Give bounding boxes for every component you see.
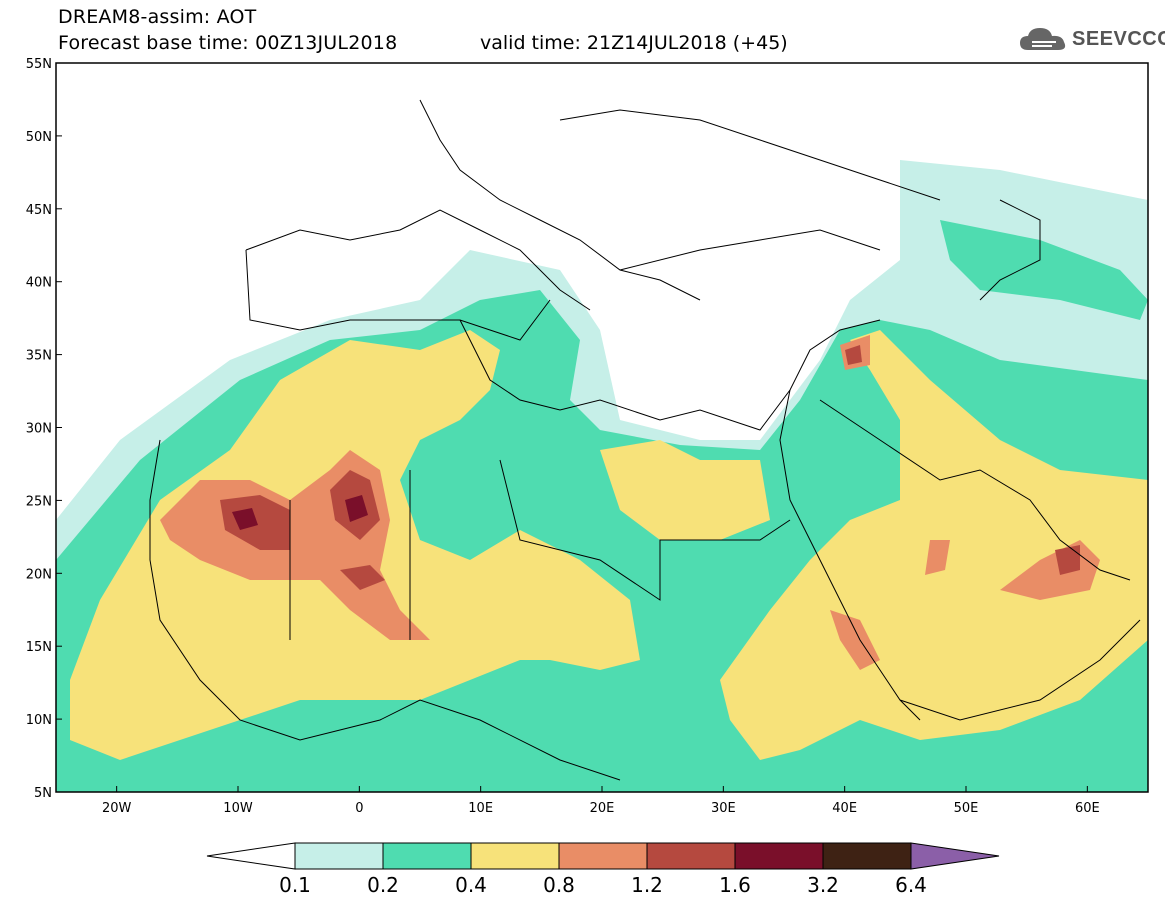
x-tick-label: 10W bbox=[223, 801, 253, 816]
cloud-icon bbox=[1020, 28, 1066, 50]
x-tick-label: 60E bbox=[1075, 801, 1100, 816]
seevccc-logo: SEEVCCC bbox=[1018, 24, 1165, 56]
aot-band-elevated-saudi bbox=[925, 540, 950, 575]
x-tick-label: 50E bbox=[954, 801, 979, 816]
y-tick-label: 50N bbox=[26, 130, 52, 145]
colorbar-label: 6.4 bbox=[895, 873, 927, 897]
colorbar-swatch bbox=[734, 842, 824, 870]
y-tick-label: 20N bbox=[26, 567, 52, 582]
aot-band-high-south bbox=[340, 565, 385, 590]
aot-band-high-oman bbox=[1055, 545, 1080, 575]
logo-text: SEEVCCC bbox=[1072, 28, 1165, 50]
y-tick-label: 10N bbox=[26, 713, 52, 728]
y-tick-label: 55N bbox=[26, 57, 52, 72]
x-tick-label: 10E bbox=[468, 801, 493, 816]
x-axis-ticks: 20W 10W 0 10E 20E 30E 40E 50E 60E bbox=[102, 786, 1100, 816]
colorbar-label: 0.2 bbox=[367, 873, 399, 897]
x-tick-label: 0 bbox=[355, 801, 363, 816]
colorbar-label: 3.2 bbox=[807, 873, 839, 897]
y-axis-ticks: 55N 50N 45N 40N 35N 30N 25N 20N 15N 10N 5N bbox=[26, 57, 62, 801]
colorbar-low-triangle bbox=[206, 842, 296, 870]
colorbar-high-triangle bbox=[910, 842, 1000, 870]
colorbar-label: 0.1 bbox=[279, 873, 311, 897]
colorbar-label: 1.2 bbox=[631, 873, 663, 897]
y-tick-label: 45N bbox=[26, 203, 52, 218]
aot-band-moderate-egypt bbox=[600, 440, 770, 540]
aot-band-high-iraq bbox=[845, 345, 862, 365]
colorbar-label: 0.4 bbox=[455, 873, 487, 897]
colorbar-swatch bbox=[558, 842, 648, 870]
colorbar-swatch bbox=[822, 842, 912, 870]
colorbar-swatch bbox=[646, 842, 736, 870]
colorbar-swatch bbox=[382, 842, 472, 870]
aot-band-elevated-redsea bbox=[830, 610, 880, 670]
y-tick-label: 15N bbox=[26, 640, 52, 655]
x-tick-label: 30E bbox=[711, 801, 736, 816]
y-tick-label: 35N bbox=[26, 349, 52, 364]
y-tick-label: 30N bbox=[26, 422, 52, 437]
x-tick-label: 20E bbox=[590, 801, 615, 816]
country-borders bbox=[149, 99, 1141, 781]
chart-title: DREAM8-assim: AOT bbox=[58, 6, 257, 28]
y-tick-label: 25N bbox=[26, 494, 52, 509]
colorbar-label: 1.6 bbox=[719, 873, 751, 897]
aot-band-very-high-west bbox=[232, 508, 258, 530]
y-tick-label: 40N bbox=[26, 276, 52, 291]
x-tick-label: 40E bbox=[832, 801, 857, 816]
colorbar-swatch bbox=[470, 842, 560, 870]
x-tick-label: 20W bbox=[102, 801, 132, 816]
colorbar-label: 0.8 bbox=[543, 873, 575, 897]
colorbar-swatch bbox=[294, 842, 384, 870]
aot-field bbox=[56, 99, 1148, 792]
y-tick-label: 5N bbox=[34, 786, 52, 801]
valid-time: valid time: 21Z14JUL2018 (+45) bbox=[480, 32, 788, 54]
aot-band-caspian bbox=[940, 220, 1148, 320]
forecast-base-time: Forecast base time: 00Z13JUL2018 bbox=[58, 32, 398, 54]
aot-band-very-high-central bbox=[345, 495, 368, 522]
